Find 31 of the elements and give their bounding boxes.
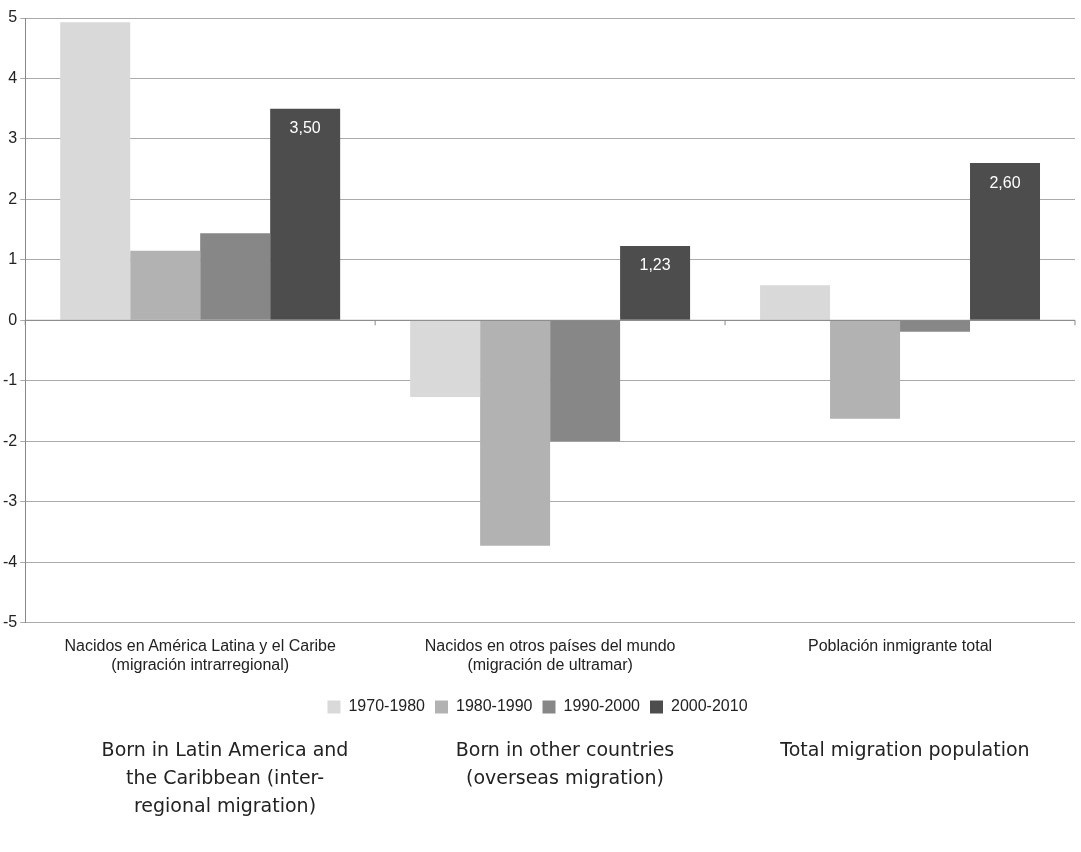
y-tick-label: 2	[8, 189, 18, 207]
bar	[760, 285, 831, 320]
data-label: 1,23	[639, 256, 671, 274]
legend-label: 2000-2010	[671, 697, 748, 715]
x-tick-label: Población inmigrante total	[807, 636, 993, 654]
legend-label: 1990-2000	[563, 697, 641, 715]
text: Born in other countries (overseas migration)	[454, 737, 676, 790]
data-label: 3,50	[289, 119, 321, 137]
x-tick-label: Nacidos en América Latina y el Caribe (migración intrarregional)	[64, 636, 336, 673]
legend-label: 1970-1980	[348, 697, 426, 715]
y-tick-label: -5	[2, 613, 18, 631]
bar	[60, 22, 131, 320]
bar	[130, 250, 201, 320]
bar	[970, 163, 1041, 320]
text: Born in Latin America and the Caribbean (inter-regional migration)	[100, 737, 350, 818]
legend-label: 1980-1990	[455, 697, 533, 715]
y-tick-label: -3	[2, 492, 18, 510]
y-tick-label: 4	[8, 68, 18, 86]
bar	[620, 245, 691, 320]
y-tick-label: -2	[2, 431, 18, 449]
bar	[270, 108, 341, 320]
y-tick-label: 0	[8, 310, 18, 328]
y-tick-label: 5	[8, 8, 18, 26]
x-tick-label: Nacidos en otros países del mundo (migración de ultramar)	[424, 636, 676, 673]
text: Total migration population	[779, 737, 1031, 762]
y-tick-label: 3	[8, 129, 18, 147]
y-tick-label: 1	[8, 250, 18, 268]
data-label: 2,60	[989, 173, 1021, 191]
y-tick-label: -4	[2, 552, 18, 570]
y-tick-label: -1	[2, 371, 18, 389]
bar	[410, 320, 481, 398]
